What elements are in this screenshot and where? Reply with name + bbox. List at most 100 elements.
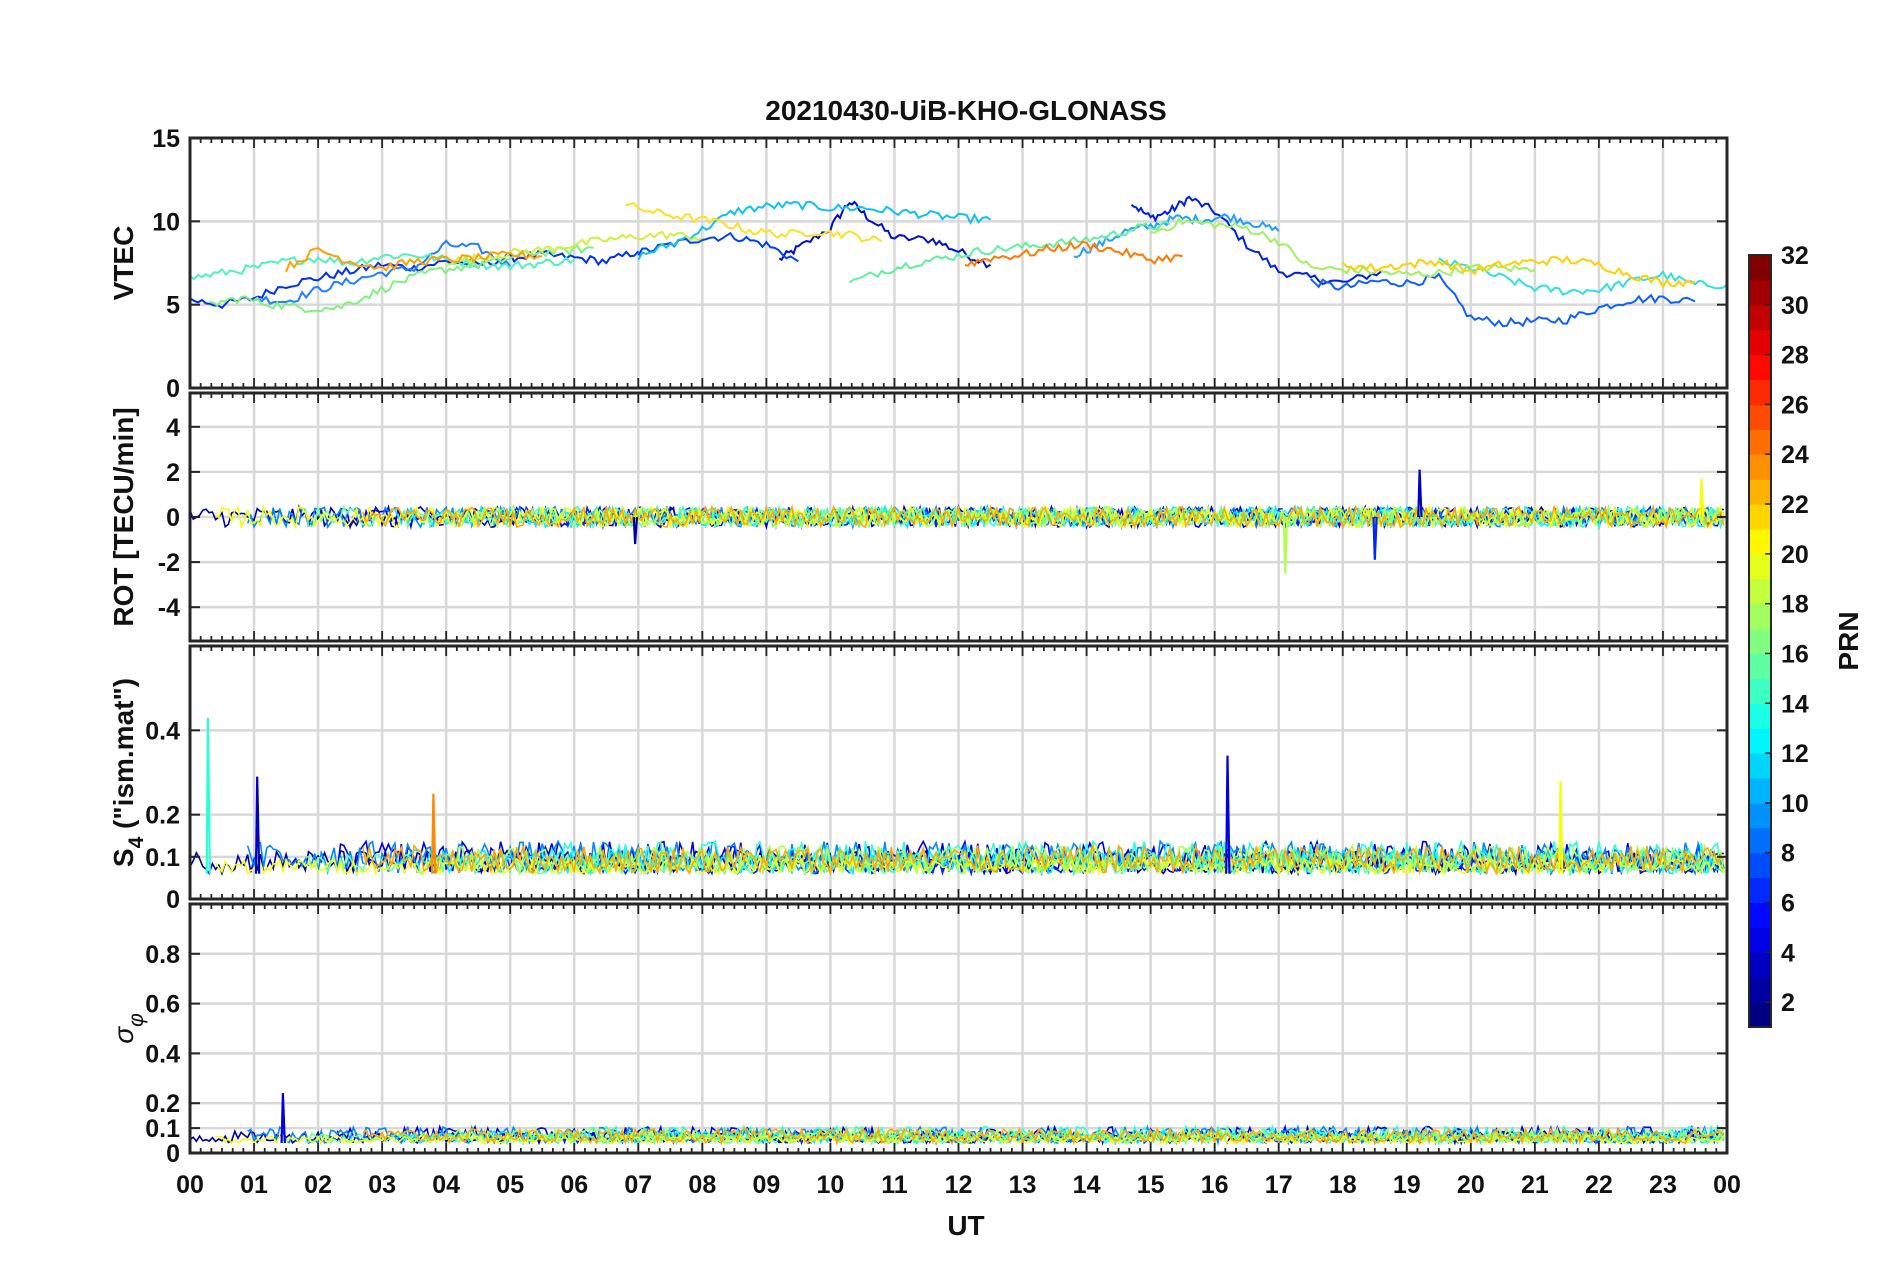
data-vtec bbox=[190, 195, 1727, 328]
rot-series-prn-20 bbox=[215, 504, 1725, 531]
y-tick-label: 0.6 bbox=[145, 991, 180, 1019]
colorbar-tick-label: 20 bbox=[1781, 541, 1809, 569]
rot-peak bbox=[1699, 478, 1705, 518]
colorbar-swatch bbox=[1749, 827, 1771, 854]
sigma_phi-peak bbox=[280, 1093, 286, 1144]
y-tick-label: -2 bbox=[158, 549, 180, 577]
colorbar-swatch bbox=[1749, 479, 1771, 505]
sigma_phi-series-prn-23 bbox=[362, 1125, 1725, 1146]
y-tick-label: 0 bbox=[166, 375, 180, 403]
colorbar-tick-label: 12 bbox=[1781, 740, 1809, 768]
colorbar-tick-label: 2 bbox=[1781, 989, 1795, 1017]
colorbar-tick-label: 24 bbox=[1781, 441, 1809, 469]
colorbar-swatch bbox=[1749, 977, 1771, 1003]
s4-peak bbox=[254, 776, 261, 874]
vtec-series-prn-6 bbox=[1310, 272, 1696, 328]
colorbar-swatch bbox=[1749, 753, 1771, 779]
vtec-series-prn-21 bbox=[1342, 255, 1696, 289]
x-tick-label: 09 bbox=[752, 1171, 780, 1199]
y-axis-label-rot: ROT [TECU/min] bbox=[108, 407, 139, 626]
colorbar-tick-label: 22 bbox=[1781, 491, 1809, 519]
y-tick-label: 0.4 bbox=[145, 717, 180, 745]
x-tick-label: 00 bbox=[176, 1171, 204, 1199]
y-tick-label: 0.1 bbox=[145, 844, 180, 872]
x-tick-label: 10 bbox=[817, 1171, 845, 1199]
vtec-series-prn-15 bbox=[849, 220, 1171, 284]
colorbar-tick-label: 6 bbox=[1781, 889, 1795, 917]
colorbar-swatch bbox=[1749, 528, 1771, 555]
s4-peak bbox=[1225, 755, 1231, 874]
colorbar-tick-label: 14 bbox=[1781, 690, 1809, 718]
colorbar-swatch bbox=[1749, 553, 1771, 580]
colorbar-swatch bbox=[1749, 653, 1771, 679]
x-tick-label: 15 bbox=[1137, 1171, 1165, 1199]
x-tick-label: 11 bbox=[881, 1171, 908, 1199]
y-label-main: S bbox=[108, 848, 139, 867]
y-tick-label: 0.2 bbox=[145, 1090, 180, 1118]
x-tick-label: 01 bbox=[240, 1171, 268, 1199]
colorbar-swatch bbox=[1749, 504, 1771, 530]
y-tick-label: 0.1 bbox=[145, 1115, 180, 1143]
y-tick-label: 0.4 bbox=[145, 1040, 180, 1068]
panel-rot: -4 -2 0 2 4 ROT [TECU/min] bbox=[108, 391, 1729, 643]
x-tick-label: 16 bbox=[1201, 1171, 1229, 1199]
colorbar-swatch bbox=[1749, 927, 1771, 953]
data-s4 bbox=[190, 717, 1725, 877]
x-tick-label: 18 bbox=[1329, 1171, 1357, 1199]
s4-peak bbox=[205, 717, 211, 874]
colorbar-tick-label: 32 bbox=[1781, 242, 1809, 270]
panel-sigma_phi: 00.10.2 0.4 0.6 0.8 σφ bbox=[108, 902, 1729, 1168]
vtec-series-prn-17 bbox=[1150, 217, 1536, 278]
y-tick-label: 0 bbox=[166, 504, 180, 532]
x-tick-label: 08 bbox=[688, 1171, 716, 1199]
y-label-rest: ("ism.mat") bbox=[108, 678, 139, 837]
s4-peak bbox=[1558, 780, 1564, 874]
colorbar-swatch bbox=[1749, 329, 1771, 356]
x-tick-label: 00 bbox=[1713, 1171, 1741, 1199]
vtec-series-prn-24 bbox=[964, 240, 1183, 268]
panel-vtec: 0 5 10 15 VTEC bbox=[108, 125, 1729, 403]
colorbar-swatch bbox=[1749, 802, 1771, 829]
s4-series-prn-20 bbox=[214, 856, 1725, 877]
x-tick-label: 14 bbox=[1073, 1171, 1101, 1199]
rot-peak bbox=[1372, 516, 1378, 560]
colorbar-swatch bbox=[1749, 354, 1771, 381]
vtec-series-prn-5 bbox=[637, 231, 799, 263]
y-tick-label: 0 bbox=[166, 1140, 180, 1168]
x-tick-label: 02 bbox=[304, 1171, 332, 1199]
vtec-series-prn-4 bbox=[190, 249, 640, 310]
colorbar-swatch bbox=[1749, 628, 1771, 655]
colorbar-swatch bbox=[1749, 304, 1771, 331]
x-tick-label: 03 bbox=[368, 1171, 396, 1199]
rot-series-prn-23 bbox=[362, 503, 1725, 530]
vtec-series-prn-11 bbox=[637, 200, 992, 261]
x-tick-label: 21 bbox=[1521, 1171, 1549, 1199]
vtec-series-prn-20 bbox=[625, 201, 883, 243]
x-axis-label: UT bbox=[947, 1210, 984, 1241]
chart-title: 20210430-UiB-KHO-GLONASS bbox=[765, 95, 1166, 126]
y-tick-label: 10 bbox=[152, 208, 180, 236]
colorbar-frame bbox=[1748, 254, 1772, 1028]
y-label-sub: φ bbox=[125, 1013, 148, 1027]
y-tick-label: 0 bbox=[166, 886, 180, 914]
x-tick-label: 20 bbox=[1457, 1171, 1485, 1199]
colorbar-swatch bbox=[1749, 777, 1771, 804]
x-tick-label: 19 bbox=[1393, 1171, 1421, 1199]
y-tick-label: -4 bbox=[158, 594, 180, 622]
colorbar-tick-label: 16 bbox=[1781, 640, 1809, 668]
colorbar-swatch bbox=[1749, 703, 1771, 729]
colorbar-swatch bbox=[1749, 1002, 1771, 1028]
y-tick-label: 4 bbox=[166, 414, 180, 442]
colorbar-tick-label: 26 bbox=[1781, 391, 1809, 419]
x-tick-label: 04 bbox=[432, 1171, 460, 1199]
rot-series-prn-18 bbox=[451, 503, 1725, 530]
colorbar-swatch bbox=[1749, 255, 1771, 281]
rot-peak bbox=[632, 516, 639, 545]
x-tick-label: 12 bbox=[945, 1171, 973, 1199]
x-tick-label: 05 bbox=[496, 1171, 524, 1199]
colorbar-swatch bbox=[1749, 578, 1771, 605]
s4-peak bbox=[431, 793, 437, 874]
panel-s4: 00.10.20.4S4 ("ism.mat") bbox=[108, 644, 1729, 914]
